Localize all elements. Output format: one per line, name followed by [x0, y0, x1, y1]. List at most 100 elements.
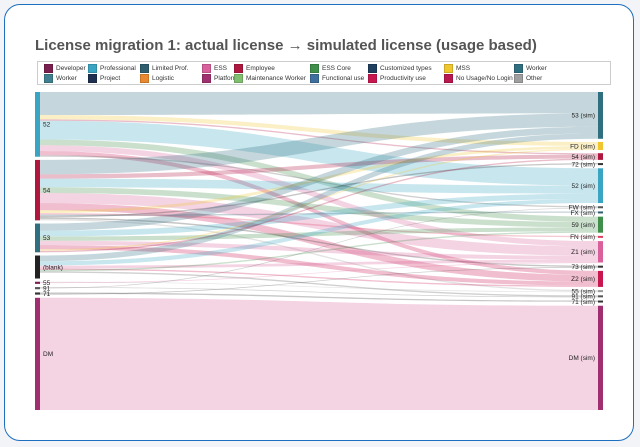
legend-item[interactable]: Logistic	[140, 74, 174, 83]
legend-item[interactable]: Employee	[234, 64, 275, 73]
sankey-link[interactable]	[40, 213, 598, 238]
legend-label: Professional	[100, 65, 136, 72]
sankey-link[interactable]	[40, 163, 598, 218]
target-node[interactable]	[598, 235, 603, 238]
target-node[interactable]	[598, 270, 603, 287]
target-node[interactable]	[598, 305, 603, 410]
sankey-link[interactable]	[40, 154, 598, 179]
target-node[interactable]	[598, 300, 603, 303]
legend-item[interactable]: Platform	[202, 74, 238, 83]
target-node[interactable]	[598, 290, 603, 293]
sankey-link[interactable]	[40, 148, 598, 251]
legend-label: Platform	[214, 75, 239, 82]
legend-swatch	[514, 64, 523, 73]
sankey-link[interactable]	[40, 193, 598, 237]
target-node-label: 59 (sim)	[572, 222, 595, 229]
legend-item[interactable]: ESS	[202, 64, 227, 73]
sankey-link[interactable]	[40, 259, 598, 269]
legend-swatch	[234, 64, 243, 73]
sankey-link[interactable]	[40, 211, 598, 217]
target-node[interactable]	[598, 241, 603, 263]
legend-item[interactable]: Limited Prof.	[140, 64, 189, 73]
source-node-label: (blank)	[43, 264, 63, 271]
source-node[interactable]	[35, 159, 40, 221]
sankey-link[interactable]	[40, 297, 598, 410]
legend-item[interactable]: Productivity use	[368, 74, 426, 83]
sankey-link[interactable]	[40, 287, 598, 298]
target-node[interactable]	[598, 216, 603, 233]
target-node[interactable]	[598, 168, 603, 204]
sankey-link[interactable]	[40, 133, 598, 262]
sankey-link[interactable]	[40, 187, 598, 228]
legend-item[interactable]: Customized types	[368, 64, 432, 73]
sankey-link[interactable]	[40, 227, 598, 241]
sankey-link[interactable]	[40, 92, 598, 116]
legend-item[interactable]: Professional	[88, 64, 136, 73]
sankey-link[interactable]	[40, 120, 598, 186]
source-node-label: 91	[43, 285, 51, 292]
sankey-link[interactable]	[40, 268, 598, 287]
target-node[interactable]	[598, 211, 603, 214]
legend-swatch	[202, 64, 211, 73]
legend-item[interactable]: Project	[88, 74, 120, 83]
sankey-link[interactable]	[40, 281, 598, 293]
legend-swatch	[44, 64, 53, 73]
legend-item[interactable]: MSS	[444, 64, 470, 73]
sankey-link[interactable]	[40, 145, 598, 247]
sankey-link[interactable]	[40, 115, 598, 146]
target-node-label: FW (sim)	[569, 205, 595, 212]
source-node[interactable]	[35, 287, 40, 290]
sankey-link[interactable]	[40, 271, 598, 297]
source-node[interactable]	[35, 292, 40, 295]
target-node[interactable]	[598, 163, 603, 166]
target-node[interactable]	[598, 206, 603, 209]
sankey-link[interactable]	[40, 193, 598, 256]
sankey-link[interactable]	[40, 158, 598, 253]
source-node[interactable]	[35, 223, 40, 253]
sankey-link[interactable]	[40, 218, 598, 292]
target-node[interactable]	[598, 153, 603, 160]
legend-item[interactable]: Functional use	[310, 74, 364, 83]
sankey-link[interactable]	[40, 245, 598, 286]
legend-swatch	[140, 74, 149, 83]
target-node[interactable]	[598, 295, 603, 298]
legend-item[interactable]: ESS Core	[310, 64, 351, 73]
sankey-link[interactable]	[40, 292, 598, 302]
source-node[interactable]	[35, 92, 40, 157]
source-node[interactable]	[35, 255, 40, 279]
sankey-link[interactable]	[40, 199, 598, 266]
sankey-link[interactable]	[40, 155, 598, 208]
sankey-link[interactable]	[40, 231, 598, 272]
legend-label: Employee	[246, 65, 275, 72]
legend-label: No Usage/No Login	[456, 75, 513, 82]
legend-swatch	[88, 74, 97, 83]
target-node[interactable]	[598, 265, 603, 268]
source-node[interactable]	[35, 281, 40, 284]
sankey-link[interactable]	[40, 178, 598, 194]
legend-item[interactable]: Worker	[514, 64, 547, 73]
legend-item[interactable]: Maintenance Worker	[234, 74, 306, 83]
sankey-link[interactable]	[40, 150, 598, 275]
legend-item[interactable]: Worker	[44, 74, 77, 83]
sankey-link[interactable]	[40, 240, 598, 260]
sankey-link[interactable]	[40, 113, 598, 175]
sankey-link[interactable]	[40, 203, 598, 282]
target-node[interactable]	[598, 92, 603, 139]
legend-swatch	[310, 64, 319, 73]
sankey-link[interactable]	[40, 145, 598, 214]
legend-item[interactable]: No Usage/No Login	[444, 74, 513, 83]
legend-item[interactable]: Developer	[44, 64, 86, 73]
sankey-link[interactable]	[40, 119, 598, 155]
sankey-link[interactable]	[40, 217, 598, 268]
sankey-link[interactable]	[40, 262, 598, 284]
sankey-link[interactable]	[40, 207, 598, 289]
source-node[interactable]	[35, 297, 40, 410]
sankey-link[interactable]	[40, 139, 598, 222]
source-node-label: 55	[43, 280, 51, 287]
legend-swatch	[368, 74, 377, 83]
sankey-link[interactable]	[40, 267, 598, 295]
legend-swatch	[444, 74, 453, 83]
legend-item[interactable]: Other	[514, 74, 542, 83]
target-node[interactable]	[598, 141, 603, 151]
sankey-link[interactable]	[40, 126, 598, 231]
